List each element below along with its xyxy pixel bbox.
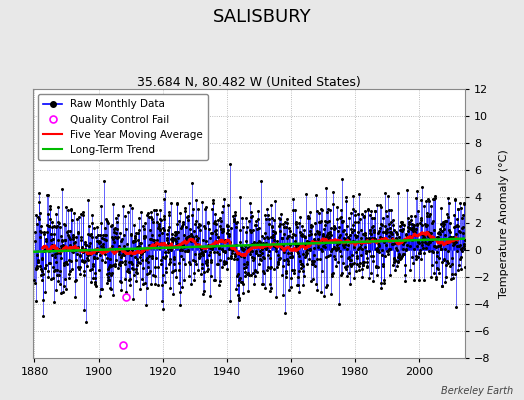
- Title: 35.684 N, 80.482 W (United States): 35.684 N, 80.482 W (United States): [137, 76, 361, 89]
- Text: SALISBURY: SALISBURY: [213, 8, 311, 26]
- Legend: Raw Monthly Data, Quality Control Fail, Five Year Moving Average, Long-Term Tren: Raw Monthly Data, Quality Control Fail, …: [38, 94, 209, 160]
- Text: Berkeley Earth: Berkeley Earth: [441, 386, 514, 396]
- Y-axis label: Temperature Anomaly (°C): Temperature Anomaly (°C): [499, 149, 509, 298]
